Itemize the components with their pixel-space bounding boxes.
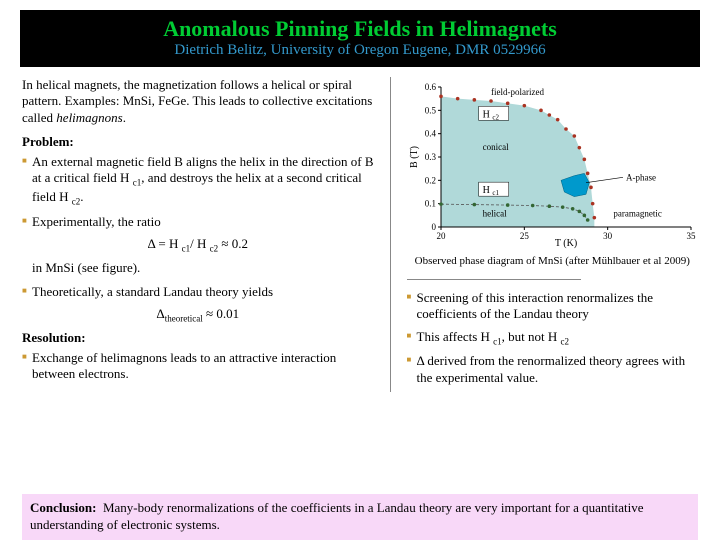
svg-text:T (K): T (K) bbox=[555, 238, 577, 249]
equation-2: Δtheoretical ≈ 0.01 bbox=[22, 306, 374, 324]
svg-text:0.5: 0.5 bbox=[425, 105, 437, 115]
bullet-item: Theoretically, a standard Landau theory … bbox=[22, 284, 374, 300]
svg-text:20: 20 bbox=[437, 231, 447, 241]
svg-text:30: 30 bbox=[603, 231, 613, 241]
svg-text:0.4: 0.4 bbox=[425, 129, 437, 139]
bullets-3: Exchange of helimagnons leads to an attr… bbox=[22, 350, 374, 383]
svg-text:0: 0 bbox=[432, 222, 437, 232]
svg-text:conical: conical bbox=[483, 142, 509, 152]
svg-text:25: 25 bbox=[520, 231, 530, 241]
intro-para: In helical magnets, the magnetization fo… bbox=[22, 77, 374, 126]
svg-text:helical: helical bbox=[483, 209, 507, 219]
two-columns: In helical magnets, the magnetization fo… bbox=[0, 77, 720, 392]
svg-text:0.2: 0.2 bbox=[425, 175, 436, 185]
subtitle: Dietrich Belitz, University of Oregon Eu… bbox=[20, 42, 700, 59]
equation-1: Δ = H c1/ H c2 ≈ 0.2 bbox=[22, 236, 374, 254]
title-header: Anomalous Pinning Fields in Helimagnets … bbox=[20, 10, 700, 67]
bullet-item: This affects H c1, but not H c2 bbox=[407, 329, 698, 348]
right-bullets: Screening of this interaction renormaliz… bbox=[407, 290, 698, 386]
conclusion-box: Conclusion: Many-body renormalizations o… bbox=[22, 494, 698, 540]
conclusion-label: Conclusion: bbox=[30, 500, 96, 515]
intro-em: helimagnons bbox=[56, 110, 122, 125]
right-column: 20 25 30 35 0 0.1 0.2 0.3 0.4 0.5 0.6 T (K) B (T) fie… bbox=[407, 77, 698, 392]
bullet-item: An external magnetic field B aligns the … bbox=[22, 154, 374, 208]
bullet-item: Screening of this interaction renormaliz… bbox=[407, 290, 698, 323]
bullet-item: Δ derived from the renormalized theory a… bbox=[407, 353, 698, 386]
svg-text:0.6: 0.6 bbox=[425, 82, 437, 92]
resolution-heading: Resolution: bbox=[22, 330, 374, 346]
svg-text:field-polarized: field-polarized bbox=[491, 87, 544, 97]
phase-diagram-chart: 20 25 30 35 0 0.1 0.2 0.3 0.4 0.5 0.6 T (K) B (T) fie… bbox=[407, 81, 697, 249]
bullet-item: Exchange of helimagnons leads to an attr… bbox=[22, 350, 374, 383]
bullets-2: Theoretically, a standard Landau theory … bbox=[22, 284, 374, 300]
main-title: Anomalous Pinning Fields in Helimagnets bbox=[20, 16, 700, 42]
chart-caption: Observed phase diagram of MnSi (after Mü… bbox=[407, 255, 698, 267]
after-eq1: in MnSi (see figure). bbox=[32, 260, 374, 276]
svg-text:35: 35 bbox=[687, 231, 697, 241]
svg-text:0.1: 0.1 bbox=[425, 199, 436, 209]
svg-text:paramagnetic: paramagnetic bbox=[614, 209, 662, 219]
svg-text:B (T): B (T) bbox=[409, 146, 420, 168]
bullet-item: Experimentally, the ratio bbox=[22, 214, 374, 230]
conclusion-text: Many-body renormalizations of the coeffi… bbox=[30, 500, 643, 532]
svg-text:A-phase: A-phase bbox=[626, 172, 656, 182]
svg-text:0.3: 0.3 bbox=[425, 152, 437, 162]
short-rule bbox=[407, 279, 582, 280]
column-divider bbox=[390, 77, 391, 392]
bullets-1: An external magnetic field B aligns the … bbox=[22, 154, 374, 230]
left-column: In helical magnets, the magnetization fo… bbox=[22, 77, 374, 392]
problem-heading: Problem: bbox=[22, 134, 374, 150]
